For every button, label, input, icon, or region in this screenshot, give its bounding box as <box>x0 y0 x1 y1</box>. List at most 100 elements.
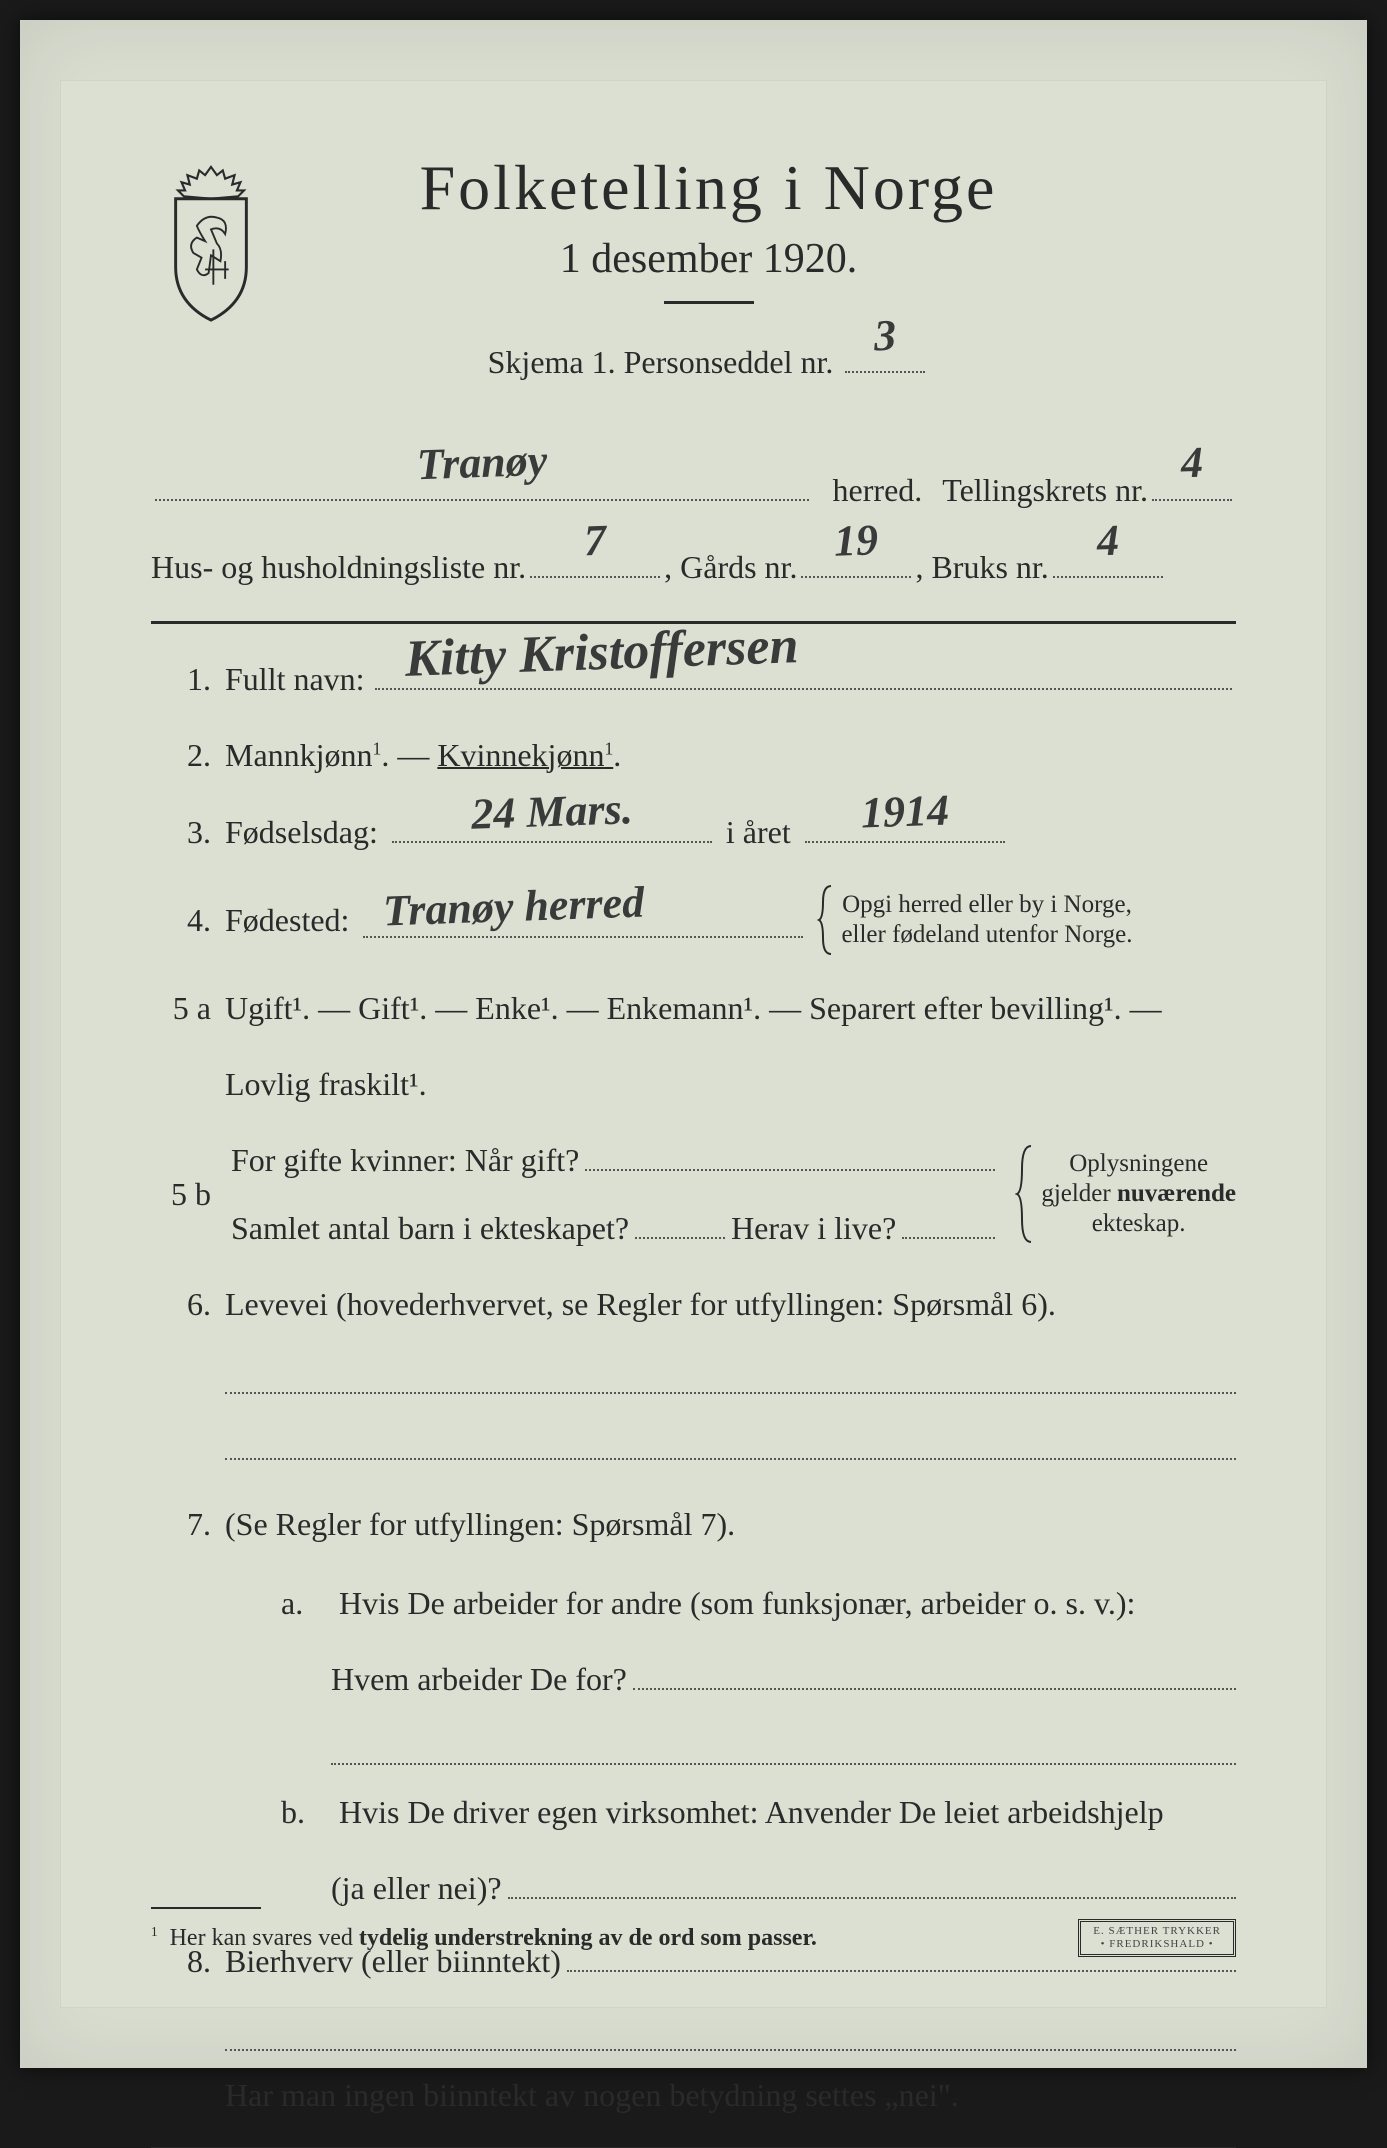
coat-of-arms-icon <box>151 161 271 326</box>
q6-row: 6. Levevei (hovederhvervet, se Regler fo… <box>151 1280 1236 1328</box>
q5b-note-2: gjelder nuværende <box>1041 1179 1236 1209</box>
q5b-l2b: Herav i live? <box>731 1204 896 1252</box>
q5b-note-1: Oplysningene <box>1041 1149 1236 1179</box>
title-rule <box>664 301 754 304</box>
q2-row: 2. Mannkjønn1. — Kvinnekjønn1. <box>151 731 1236 779</box>
bruks-label: , Bruks nr. <box>915 539 1048 597</box>
personseddel-nr-field: 3 <box>845 337 925 373</box>
brace-left-icon <box>1015 1144 1035 1244</box>
fodselsdag-value: 24 Mars. <box>470 776 634 848</box>
bruks-nr-value: 4 <box>1095 501 1120 581</box>
q5a-num: 5 a <box>151 984 211 1032</box>
stamp-line-2: • FREDRIKSHALD • <box>1101 1938 1214 1950</box>
fullt-navn-value: Kitty Kristoffersen <box>403 607 799 699</box>
q1-label: Fullt navn: <box>225 655 365 703</box>
q4-note-1: Opgi herred eller by i Norge, <box>841 890 1132 920</box>
herred-field: Tranøy <box>155 465 809 501</box>
title-block: Folketelling i Norge 1 desember 1920. Sk… <box>301 151 1236 412</box>
q7b-label: b. <box>281 1785 331 1839</box>
footnote-area: 1 Her kan svares ved tydelig understrekn… <box>151 1907 1236 1957</box>
q7a-blank <box>331 1729 1236 1765</box>
footnote-text-b: tydelig understrekning av de ord som pas… <box>359 1925 817 1951</box>
q7a-row2: Hvem arbeider De for? <box>151 1652 1236 1706</box>
q2-num: 2. <box>151 731 211 779</box>
q8-blank <box>225 2015 1236 2051</box>
q4-label: Fødested: <box>225 896 349 944</box>
q5b-block: 5 b For gifte kvinner: Når gift? Samlet … <box>151 1136 1236 1252</box>
tellingskrets-value: 4 <box>1180 423 1205 503</box>
q6-text: Levevei (hovederhvervet, se Regler for u… <box>225 1280 1236 1328</box>
brace-left-icon <box>817 884 835 956</box>
subtitle-date: 1 desember 1920. <box>301 235 1116 283</box>
gards-nr-field: 19 <box>801 542 911 578</box>
tellingskrets-field: 4 <box>1152 465 1232 501</box>
hus-label: Hus- og husholdningsliste nr. <box>151 539 526 597</box>
herred-line: Tranøy herred. Tellingskrets nr. 4 <box>151 462 1236 520</box>
q2-dash: — <box>397 737 437 773</box>
q7a-text2: Hvem arbeider De for? <box>331 1652 627 1706</box>
q7-intro: (Se Regler for utfyllingen: Spørsmål 7). <box>225 1500 1236 1548</box>
q7a-row: a. Hvis De arbeider for andre (som funks… <box>151 1576 1236 1630</box>
q5b-num: 5 b <box>151 1170 211 1218</box>
hus-nr-field: 7 <box>530 542 660 578</box>
nar-gift-field <box>585 1141 995 1171</box>
schema-line: Skjema 1. Personseddel nr. 3 <box>301 334 1116 392</box>
footnote-rule <box>151 1907 261 1909</box>
q6-blank-2 <box>225 1424 1236 1460</box>
hus-line: Hus- og husholdningsliste nr. 7 , Gårds … <box>151 539 1236 597</box>
stamp-line-1: E. SÆTHER TRYKKER <box>1093 1925 1221 1937</box>
q5b-note-3: ekteskap. <box>1041 1209 1236 1239</box>
fodested-value: Tranøy herred <box>382 869 645 944</box>
ja-nei-field <box>508 1869 1236 1899</box>
herav-live-field <box>902 1209 995 1239</box>
fodested-field: Tranøy herred <box>363 902 803 938</box>
q5a-row2: Lovlig fraskilt¹. <box>151 1060 1236 1108</box>
q3-row: 3. Fødselsdag: 24 Mars. i året 1914 <box>151 807 1236 856</box>
fullt-navn-field: Kitty Kristoffersen <box>375 654 1232 690</box>
q7a-text1: Hvis De arbeider for andre (som funksjon… <box>339 1585 1135 1621</box>
q7b-row: b. Hvis De driver egen virksomhet: Anven… <box>151 1785 1236 1839</box>
gards-label: , Gårds nr. <box>664 539 797 597</box>
arbeider-for-field <box>633 1660 1236 1690</box>
herred-value: Tranøy <box>415 421 548 505</box>
printer-stamp: E. SÆTHER TRYKKER • FREDRIKSHALD • <box>1078 1919 1236 1957</box>
q5a-row: 5 a Ugift¹. — Gift¹. — Enke¹. — Enkemann… <box>151 984 1236 1032</box>
q5b-l1a: For gifte kvinner: Når gift? <box>231 1136 579 1184</box>
personseddel-nr-value: 3 <box>873 295 898 375</box>
q3-label: Fødselsdag: <box>225 808 378 856</box>
q6-blank-1 <box>225 1358 1236 1394</box>
q3-mid: i året <box>726 808 791 856</box>
fodselsar-field: 1914 <box>805 807 1005 843</box>
q7-row: 7. (Se Regler for utfyllingen: Spørsmål … <box>151 1500 1236 1548</box>
q4-note-2: eller fødeland utenfor Norge. <box>841 920 1132 950</box>
q2-kvinne: Kvinnekjønn1 <box>437 737 613 773</box>
q1-row: 1. Fullt navn: Kitty Kristoffersen <box>151 654 1236 703</box>
bruks-nr-field: 4 <box>1053 542 1163 578</box>
q5b-note: Oplysningene gjelder nuværende ekteskap. <box>1015 1144 1236 1244</box>
fodselsar-value: 1914 <box>860 777 950 846</box>
q1-num: 1. <box>151 655 211 703</box>
q5b-l2a: Samlet antal barn i ekteskapet? <box>231 1204 629 1252</box>
tail-note: Har man ingen biinntekt av nogen betydni… <box>151 2071 1236 2119</box>
q7a-label: a. <box>281 1576 331 1630</box>
q7-num: 7. <box>151 1500 211 1548</box>
document-inner: Folketelling i Norge 1 desember 1920. Sk… <box>60 80 1327 2008</box>
q2-mann: Mannkjønn1. <box>225 737 389 773</box>
document-page: Folketelling i Norge 1 desember 1920. Sk… <box>20 20 1367 2068</box>
q4-row: 4. Fødested: Tranøy herred Opgi herred e… <box>151 884 1236 956</box>
header: Folketelling i Norge 1 desember 1920. Sk… <box>151 151 1236 412</box>
q7b-text1: Hvis De driver egen virksomhet: Anvender… <box>339 1794 1164 1830</box>
q3-num: 3. <box>151 808 211 856</box>
q4-num: 4. <box>151 896 211 944</box>
q4-note: Opgi herred eller by i Norge, eller føde… <box>817 884 1132 956</box>
schema-label: Skjema 1. Personseddel nr. <box>488 344 834 380</box>
footnote-num: 1 <box>151 1924 158 1939</box>
q5a-text: Ugift¹. — Gift¹. — Enke¹. — Enkemann¹. —… <box>225 984 1236 1032</box>
gards-nr-value: 19 <box>833 500 880 581</box>
footnote-text-a: Her kan svares ved <box>170 1925 359 1951</box>
footnote-line: 1 Her kan svares ved tydelig understrekn… <box>151 1919 1236 1957</box>
main-title: Folketelling i Norge <box>301 151 1116 225</box>
hus-nr-value: 7 <box>583 501 608 581</box>
fodselsdag-field: 24 Mars. <box>392 807 712 843</box>
q6-num: 6. <box>151 1280 211 1328</box>
